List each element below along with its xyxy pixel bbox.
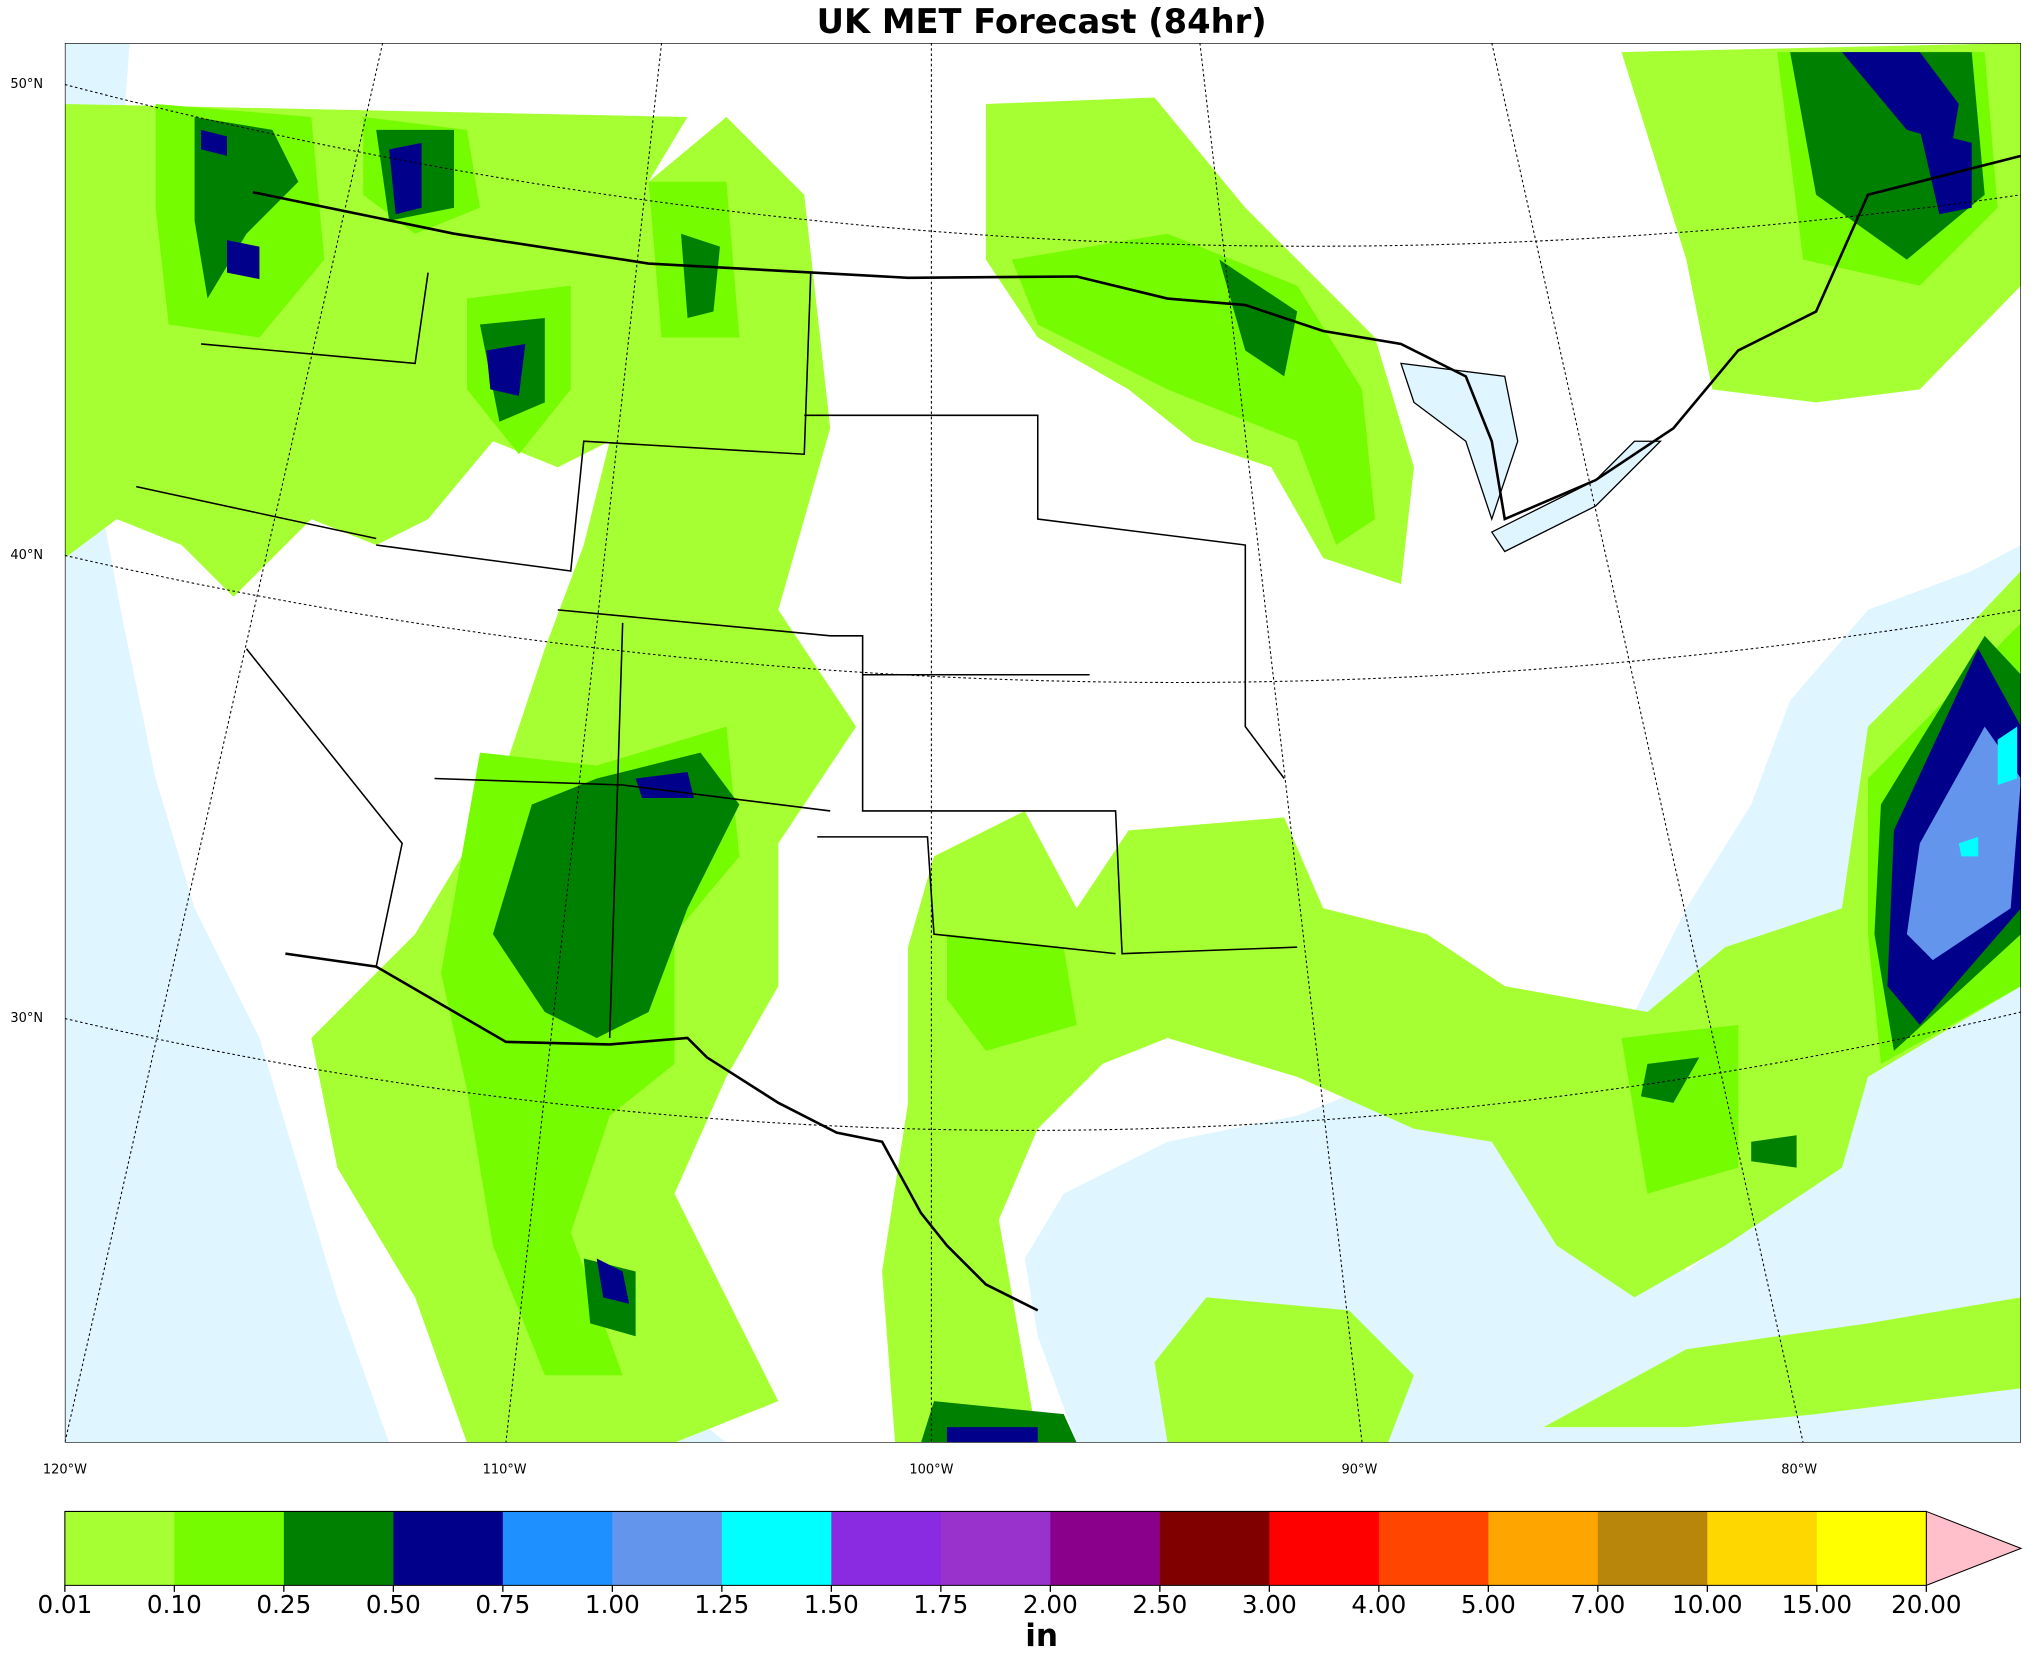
colorbar-swatch	[1050, 1511, 1161, 1586]
lon-label: 110°W	[483, 1462, 527, 1477]
colorbar-swatch	[1159, 1511, 1270, 1586]
colorbar-tick-label: 4.00	[1351, 1590, 1406, 1619]
lat-label: 40°N	[10, 548, 43, 563]
colorbar-tick-label: 2.00	[1023, 1590, 1078, 1619]
colorbar-swatch	[612, 1511, 723, 1586]
lon-label: 120°W	[43, 1462, 87, 1477]
colorbar-frame	[64, 1510, 1927, 1586]
map	[64, 43, 2022, 1443]
colorbar-unit: in	[1025, 1618, 1058, 1654]
colorbar-swatch	[721, 1511, 832, 1586]
colorbar-tick-label: 1.50	[804, 1590, 859, 1619]
lon-label: 100°W	[909, 1462, 953, 1477]
colorbar-swatch	[1707, 1511, 1818, 1586]
colorbar-tick-label: 1.25	[694, 1590, 749, 1619]
colorbar-swatch	[283, 1511, 395, 1586]
graticule	[64, 43, 2022, 1443]
colorbar-tick-label: 15.00	[1782, 1590, 1852, 1619]
graticule-labels: 50°N 40°N 30°N 120°W 110°W 100°W 90°W 80°W	[10, 77, 1817, 1477]
colorbar-swatch	[64, 1511, 176, 1586]
colorbar-swatch	[1269, 1511, 1380, 1586]
colorbar-swatch	[393, 1511, 504, 1586]
colorbar-swatch	[502, 1511, 614, 1586]
colorbar-tick-label: 10.00	[1672, 1590, 1742, 1619]
colorbar-tick-label: 1.00	[585, 1590, 640, 1619]
colorbar-tick-label: 3.00	[1242, 1590, 1297, 1619]
colorbar-swatch	[1597, 1511, 1708, 1586]
title: UK MET Forecast (84hr)	[817, 2, 1267, 41]
colorbar-swatch	[1378, 1511, 1489, 1586]
colorbar-swatch	[940, 1511, 1051, 1586]
lat-label: 30°N	[10, 1011, 43, 1026]
colorbar-tick-label: 0.01	[37, 1590, 92, 1619]
colorbar-tick-label: 0.25	[256, 1590, 311, 1619]
colorbar-tick-label: 0.10	[147, 1590, 202, 1619]
colorbar-tick-label: 1.75	[913, 1590, 968, 1619]
colorbar-swatch	[1816, 1511, 1927, 1586]
colorbar-tick-label: 20.00	[1891, 1590, 1961, 1619]
lon-label: 80°W	[1781, 1462, 1817, 1477]
colorbar-tick-label: 5.00	[1461, 1590, 1516, 1619]
colorbar-tick-label: 7.00	[1570, 1590, 1625, 1619]
colorbar-swatch	[831, 1511, 942, 1586]
colorbar-tick-label: 0.50	[366, 1590, 421, 1619]
colorbar-extend	[1925, 1510, 2023, 1587]
colorbar: 0.01 0.10 0.25 0.50 0.75 1.00 1.25 1.50 1.75 2.00…	[37, 1510, 2023, 1619]
colorbar-tick-label: 0.75	[475, 1590, 530, 1619]
colorbar-swatch	[1488, 1511, 1599, 1586]
colorbar-swatch	[174, 1511, 285, 1586]
colorbar-tick-label: 2.50	[1132, 1590, 1187, 1619]
lat-label: 50°N	[10, 77, 43, 92]
lon-label: 90°W	[1342, 1462, 1378, 1477]
borders	[136, 154, 2022, 1312]
